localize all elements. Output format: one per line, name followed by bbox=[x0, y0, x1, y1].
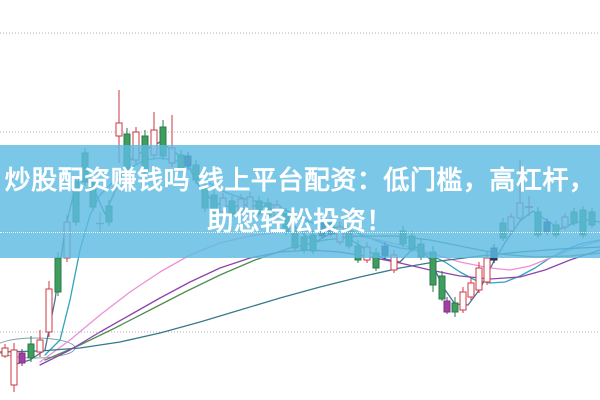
candle bbox=[438, 271, 446, 301]
candle bbox=[18, 349, 26, 366]
candle bbox=[475, 262, 483, 293]
candle bbox=[451, 297, 459, 317]
headline-line-1: 炒股配资赚钱吗 线上平台配资：低门槛，高杠杆， bbox=[4, 165, 596, 195]
ma-purple bbox=[39, 249, 600, 366]
candle bbox=[36, 330, 44, 357]
candle bbox=[1, 344, 9, 358]
promo-banner-overlay: 炒股配资赚钱吗 线上平台配资：低门槛，高杠杆， 助您轻松投资！ bbox=[0, 145, 600, 258]
candle bbox=[45, 281, 53, 337]
headline-line-2: 助您轻松投资！ bbox=[207, 206, 393, 236]
ma-slow-darkteal bbox=[0, 246, 600, 353]
candle bbox=[27, 336, 35, 362]
gridline-over-banner bbox=[0, 232, 600, 233]
candle bbox=[467, 278, 475, 300]
candle bbox=[54, 252, 62, 296]
candle bbox=[459, 287, 467, 313]
candle bbox=[443, 297, 451, 314]
candle bbox=[10, 343, 18, 392]
